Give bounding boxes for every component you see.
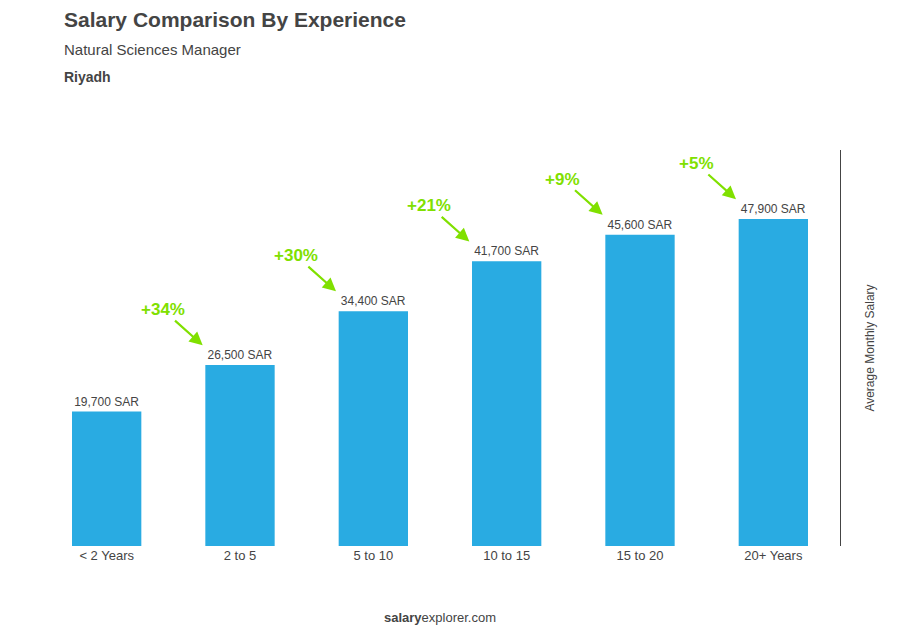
svg-text:+30%: +30% [274, 246, 318, 265]
svg-text:+9%: +9% [545, 170, 580, 189]
svg-text:20+ Years: 20+ Years [744, 548, 803, 563]
svg-text:+21%: +21% [407, 196, 451, 215]
svg-text:5 to 10: 5 to 10 [353, 548, 393, 563]
svg-text:Average Monthly Salary: Average Monthly Salary [863, 284, 877, 411]
svg-text:47,900 SAR: 47,900 SAR [741, 202, 806, 216]
svg-text:Salary Comparison By Experienc: Salary Comparison By ExperienceNatural S… [64, 8, 406, 85]
svg-text:41,700 SAR: 41,700 SAR [474, 244, 539, 258]
svg-text:< 2 Years: < 2 Years [79, 548, 134, 563]
svg-text:19,700 SAR: 19,700 SAR [74, 395, 139, 409]
svg-text:2 to 5: 2 to 5 [224, 548, 257, 563]
svg-text:salaryexplorer.com: salaryexplorer.com [384, 610, 496, 625]
svg-text:10 to 15: 10 to 15 [483, 548, 530, 563]
svg-text:26,500 SAR: 26,500 SAR [207, 348, 272, 362]
svg-text:15 to 20: 15 to 20 [617, 548, 664, 563]
svg-text:+5%: +5% [679, 154, 714, 173]
svg-text:45,600 SAR: 45,600 SAR [607, 218, 672, 232]
svg-text:34,400 SAR: 34,400 SAR [341, 294, 406, 308]
svg-text:+34%: +34% [141, 300, 185, 319]
